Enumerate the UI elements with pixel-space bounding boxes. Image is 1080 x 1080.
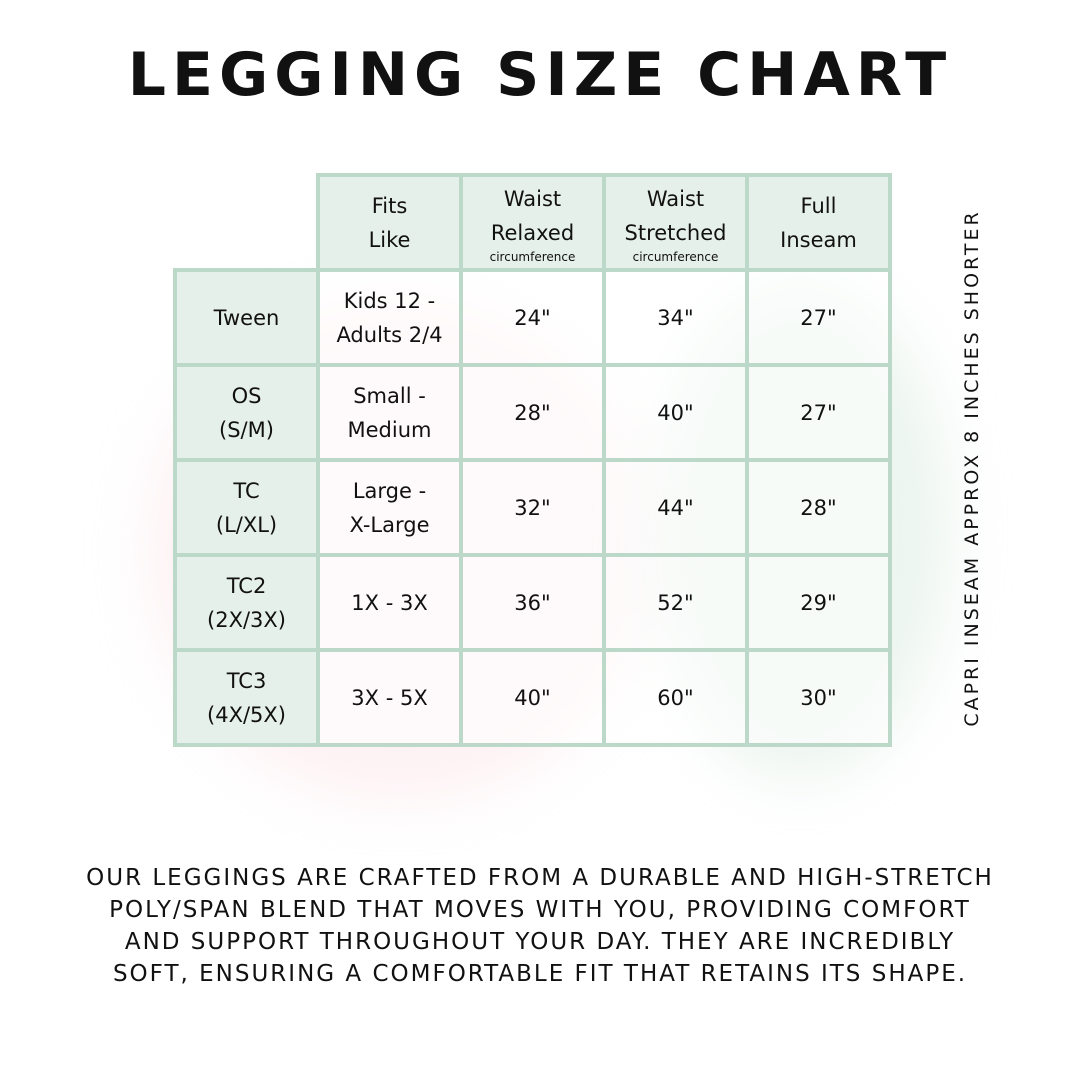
size-cell: OS (S/M) — [173, 363, 320, 462]
header-text: Full — [800, 193, 837, 218]
header-subtext: circumference — [632, 249, 719, 264]
waist-stretched-cell: 52" — [602, 553, 749, 652]
table-row: TC3 (4X/5X) 3X - 5X 40" 60" 30" — [173, 648, 892, 747]
cell-text: 3X - 5X — [351, 685, 428, 710]
header-text: Stretched — [624, 220, 727, 245]
cell-text: (2X/3X) — [207, 607, 286, 632]
table-row: OS (S/M) Small - Medium 28" 40" 27" — [173, 363, 892, 462]
inseam-cell: 28" — [745, 458, 892, 557]
inseam-cell: 30" — [745, 648, 892, 747]
fits-like-cell: 1X - 3X — [316, 553, 463, 652]
inseam-cell: 29" — [745, 553, 892, 652]
waist-relaxed-cell: 36" — [459, 553, 606, 652]
cell-text: 34" — [657, 305, 694, 330]
waist-stretched-cell: 40" — [602, 363, 749, 462]
cell-text: 28" — [514, 400, 551, 425]
header-waist-stretched: Waist Stretched circumference — [602, 173, 749, 272]
cell-text: TC2 — [226, 573, 267, 598]
fits-like-cell: Kids 12 - Adults 2/4 — [316, 268, 463, 367]
waist-relaxed-cell: 40" — [459, 648, 606, 747]
page-title: LEGGING SIZE CHART — [127, 40, 953, 110]
cell-text: 30" — [800, 685, 837, 710]
cell-text: (4X/5X) — [207, 702, 286, 727]
capri-note: CAPRI INSEAM APPROX 8 INCHES SHORTER — [961, 209, 983, 727]
header-fits-like: Fits Like — [316, 173, 463, 272]
fits-like-cell: Small - Medium — [316, 363, 463, 462]
cell-text: Tween — [213, 305, 280, 330]
waist-stretched-cell: 60" — [602, 648, 749, 747]
description-line: poly/span blend that moves with you, pro… — [109, 897, 971, 923]
header-text: Relaxed — [490, 220, 575, 245]
inseam-cell: 27" — [745, 363, 892, 462]
table-row: Tween Kids 12 - Adults 2/4 24" 34" 27" — [173, 268, 892, 367]
cell-text: Adults 2/4 — [336, 322, 443, 347]
cell-text: 24" — [514, 305, 551, 330]
header-waist-relaxed: Waist Relaxed circumference — [459, 173, 606, 272]
cell-text: 40" — [657, 400, 694, 425]
waist-relaxed-cell: 32" — [459, 458, 606, 557]
cell-text: (L/XL) — [215, 512, 278, 537]
header-text: Inseam — [780, 227, 857, 252]
header-full-inseam: Full Inseam — [745, 173, 892, 272]
cell-text: TC3 — [226, 668, 267, 693]
cell-text: Kids 12 - — [343, 288, 436, 313]
size-cell: TC (L/XL) — [173, 458, 320, 557]
cell-text: 1X - 3X — [351, 590, 428, 615]
cell-text: 40" — [514, 685, 551, 710]
cell-text: Small - — [353, 383, 426, 408]
cell-text: 52" — [657, 590, 694, 615]
cell-text: 44" — [657, 495, 694, 520]
header-subtext: circumference — [489, 249, 576, 264]
size-chart-table: Fits Like Waist Relaxed circumference Waist… — [173, 173, 892, 747]
cell-text: (S/M) — [219, 417, 274, 442]
cell-text: TC — [233, 478, 260, 503]
table-row: TC (L/XL) Large - X-Large 32" 44" 28" — [173, 458, 892, 557]
table-row: TC2 (2X/3X) 1X - 3X 36" 52" 29" — [173, 553, 892, 652]
cell-text: 28" — [800, 495, 837, 520]
fits-like-cell: Large - X-Large — [316, 458, 463, 557]
waist-relaxed-cell: 24" — [459, 268, 606, 367]
cell-text: OS — [231, 383, 262, 408]
cell-text: 29" — [800, 590, 837, 615]
cell-text: 27" — [800, 305, 837, 330]
cell-text: 27" — [800, 400, 837, 425]
header-row: Fits Like Waist Relaxed circumference Waist… — [175, 173, 892, 272]
waist-stretched-cell: 44" — [602, 458, 749, 557]
inseam-cell: 27" — [745, 268, 892, 367]
cell-text: Large - — [352, 478, 427, 503]
size-cell: TC2 (2X/3X) — [173, 553, 320, 652]
size-cell: TC3 (4X/5X) — [173, 648, 320, 747]
size-cell: Tween — [173, 268, 320, 367]
waist-stretched-cell: 34" — [602, 268, 749, 367]
header-text: Fits — [371, 193, 408, 218]
cell-text: X-Large — [349, 512, 430, 537]
header-text: Like — [368, 227, 411, 252]
waist-relaxed-cell: 28" — [459, 363, 606, 462]
fits-like-cell: 3X - 5X — [316, 648, 463, 747]
cell-text: 36" — [514, 590, 551, 615]
description: Our leggings are crafted from a durable … — [0, 862, 1080, 990]
cell-text: 32" — [514, 495, 551, 520]
blank-cell — [175, 175, 320, 272]
description-line: and support throughout your day. They ar… — [124, 929, 956, 955]
description-line: Our leggings are crafted from a durable … — [86, 865, 994, 891]
description-line: soft, ensuring a comfortable fit that re… — [112, 961, 968, 987]
header-text: Waist — [503, 186, 562, 211]
cell-text: Medium — [347, 417, 432, 442]
header-text: Waist — [646, 186, 705, 211]
cell-text: 60" — [657, 685, 694, 710]
